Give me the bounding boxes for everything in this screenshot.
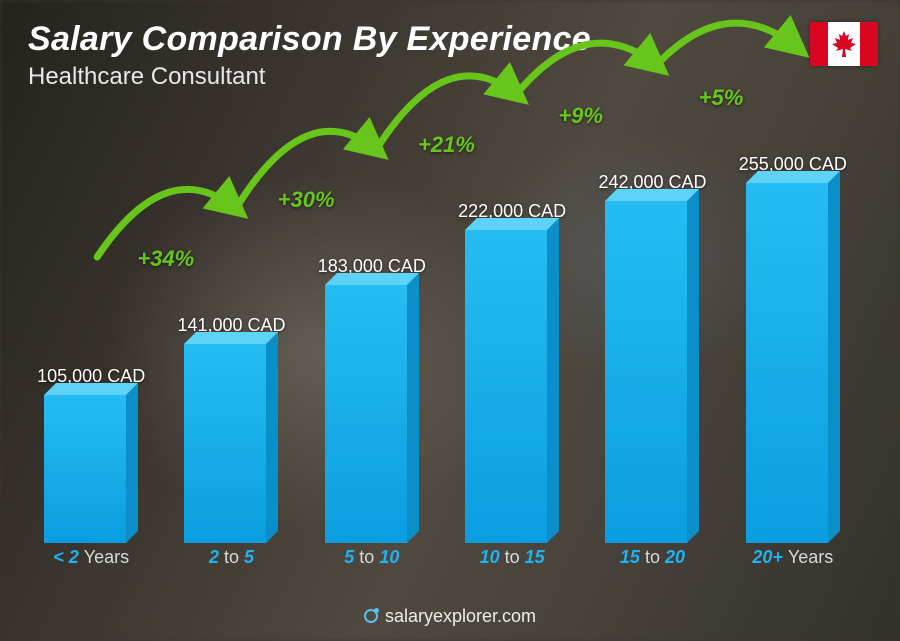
growth-arc-label: +30% bbox=[278, 187, 335, 213]
bar bbox=[465, 230, 559, 543]
logo-icon bbox=[364, 609, 378, 623]
xaxis-labels: < 2 Years 2 to 5 5 to 10 10 to 15 15 to 20 20… bbox=[30, 547, 854, 571]
xaxis-label: 15 to 20 bbox=[591, 547, 713, 571]
footer-text: salaryexplorer.com bbox=[385, 606, 536, 626]
growth-arc-label: +5% bbox=[699, 85, 744, 111]
bar-slot: 255,000 CAD bbox=[732, 154, 854, 543]
bar-slot: 183,000 CAD bbox=[311, 256, 433, 543]
xaxis-label: 20+ Years bbox=[732, 547, 854, 571]
growth-arc-label: +9% bbox=[558, 103, 603, 129]
bar bbox=[184, 344, 278, 543]
bar bbox=[44, 395, 138, 543]
bars-row: 105,000 CAD141,000 CAD183,000 CAD222,000… bbox=[30, 103, 854, 543]
infographic-container: Salary Comparison By Experience Healthca… bbox=[0, 0, 900, 641]
growth-arc-label: +34% bbox=[137, 246, 194, 272]
xaxis-label: 10 to 15 bbox=[451, 547, 573, 571]
page-subtitle: Healthcare Consultant bbox=[28, 63, 591, 91]
xaxis-label: < 2 Years bbox=[30, 547, 152, 571]
footer: salaryexplorer.com bbox=[0, 606, 900, 627]
bar-chart: 105,000 CAD141,000 CAD183,000 CAD222,000… bbox=[30, 101, 854, 571]
title-block: Salary Comparison By Experience Healthca… bbox=[28, 20, 591, 91]
xaxis-label: 5 to 10 bbox=[311, 547, 433, 571]
bar bbox=[325, 285, 419, 543]
bar bbox=[605, 201, 699, 543]
growth-arc-label: +21% bbox=[418, 132, 475, 158]
bar-slot: 141,000 CAD bbox=[170, 315, 292, 543]
growth-arc bbox=[658, 23, 798, 63]
xaxis-label: 2 to 5 bbox=[170, 547, 292, 571]
country-flag-icon bbox=[810, 22, 878, 66]
bar bbox=[746, 183, 840, 543]
bar-slot: 105,000 CAD bbox=[30, 366, 152, 543]
bar-slot: 242,000 CAD bbox=[591, 172, 713, 543]
page-title: Salary Comparison By Experience bbox=[28, 20, 591, 59]
bar-slot: 222,000 CAD bbox=[451, 201, 573, 543]
